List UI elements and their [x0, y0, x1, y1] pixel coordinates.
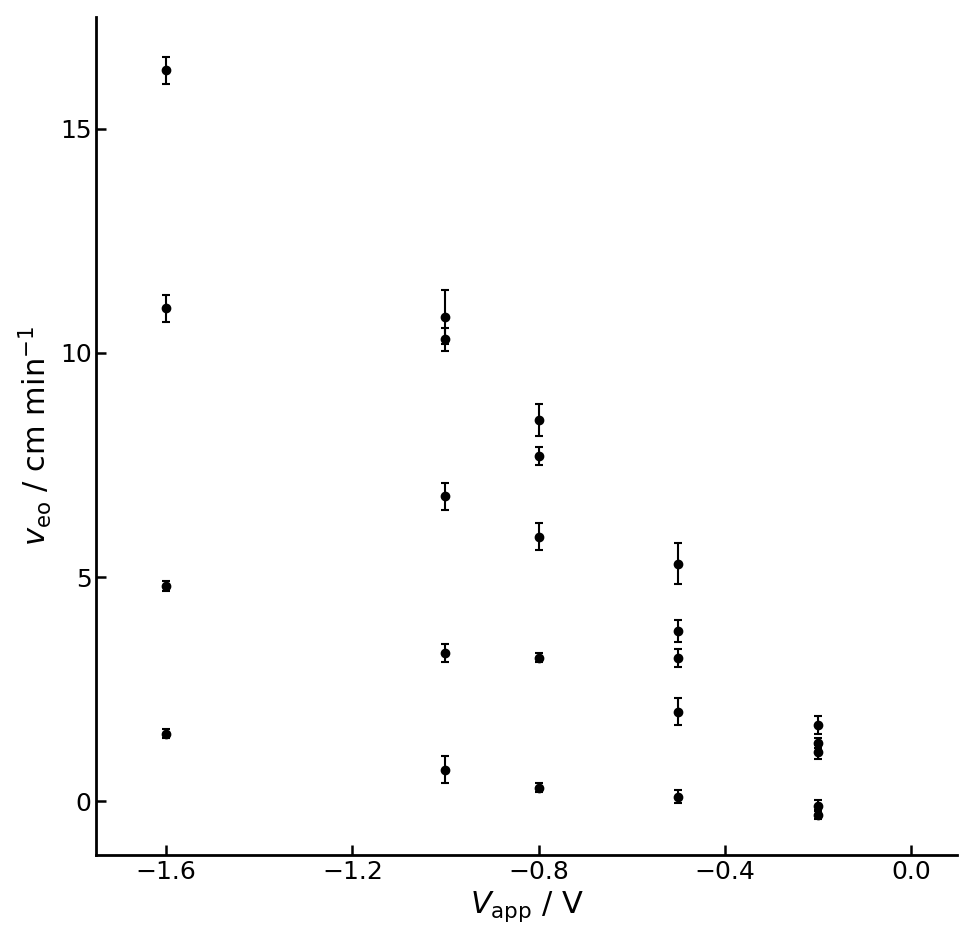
Y-axis label: $v_\mathrm{eo}$ / cm min$^{-1}$: $v_\mathrm{eo}$ / cm min$^{-1}$ — [17, 326, 55, 546]
X-axis label: $V_\mathrm{app}$ / V: $V_\mathrm{app}$ / V — [469, 889, 584, 924]
